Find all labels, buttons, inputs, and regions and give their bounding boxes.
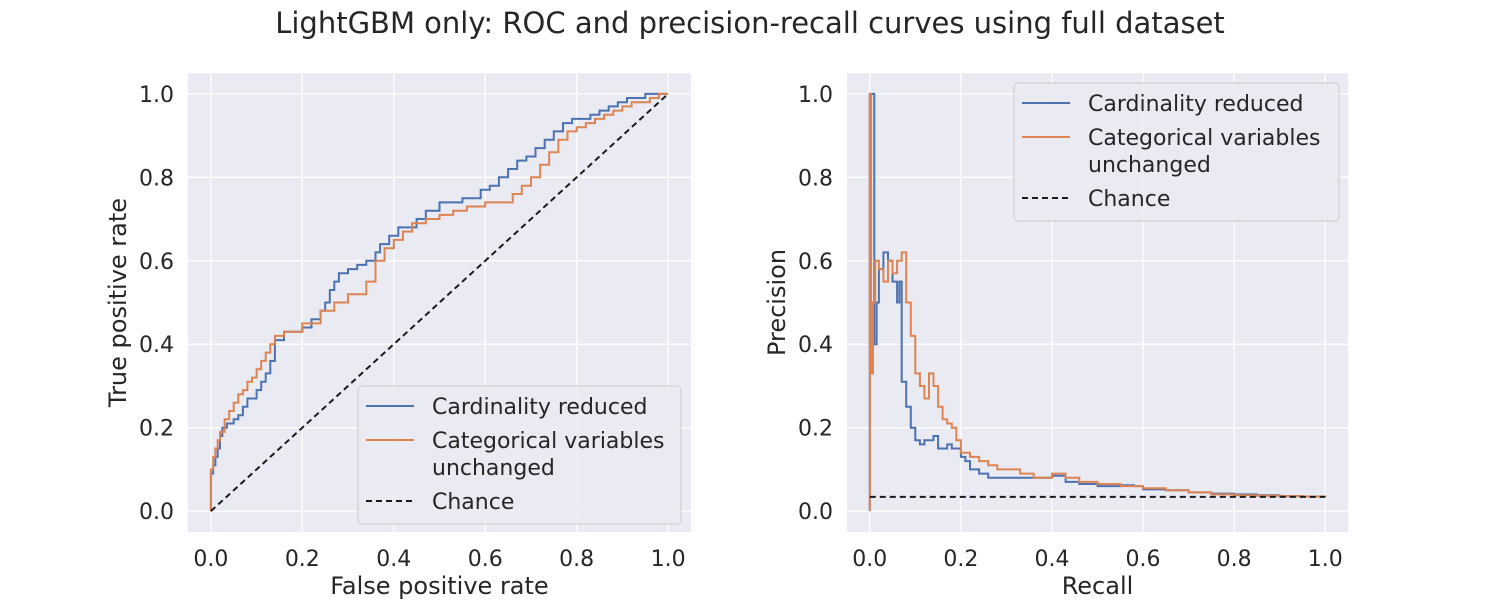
roc-series-line-1 [209,92,669,512]
roc-legend-box [357,385,682,525]
pr-x-tick-label: 0.8 [1217,547,1252,572]
pr-y-tick-label: 0.2 [798,417,833,442]
roc-x-axis-label: False positive rate [330,572,548,600]
roc-y-tick-label: 1.0 [139,83,174,108]
roc-y-tick-label: 0.0 [139,500,174,525]
pr-y-axis-label: Precision [763,249,791,356]
pr-x-tick-label: 0.4 [1034,547,1069,572]
pr-y-tick-label: 1.0 [798,83,833,108]
pr-legend-label: Categorical variables unchanged [1088,126,1320,178]
pr-y-tick-label: 0.4 [798,333,833,358]
pr-legend-label: Cardinality reduced [1088,92,1303,117]
pr-y-tick-label: 0.8 [798,166,833,191]
roc-y-axis-label: True positive rate [104,198,132,408]
pr-panel: 0.0 0.2 0.4 0.6 0.8 1.0 0.0 0.2 0.4 0.6 0.8 1.0 Reca… [763,73,1348,600]
roc-x-tick-label: 0.6 [468,547,503,572]
roc-x-tick-label: 0.4 [376,547,411,572]
pr-x-tick-label: 0.2 [943,547,978,572]
pr-x-tick-label: 0.6 [1126,547,1161,572]
pr-legend-label: Chance [1088,187,1170,212]
roc-x-tick-label: 0.8 [559,547,594,572]
roc-series-line-2 [209,92,669,512]
roc-y-tick-label: 0.4 [139,333,174,358]
roc-legend-label: Chance [432,490,514,515]
roc-legend-label: Categorical variables unchanged [432,429,664,481]
pr-y-tick-label: 0.0 [798,500,833,525]
roc-x-tick-label: 1.0 [651,547,686,572]
pr-legend-box [1013,82,1340,222]
roc-legend-label: Cardinality reduced [432,395,647,420]
pr-x-axis-label: Recall [1062,572,1134,600]
pr-series-line-2 [868,92,1327,512]
pr-x-tick-label: 1.0 [1308,547,1343,572]
pr-y-tick-label: 0.6 [798,250,833,275]
roc-y-tick-label: 0.2 [139,417,174,442]
roc-x-tick-label: 0.2 [285,547,320,572]
roc-y-tick-label: 0.6 [139,250,174,275]
figure-title: LightGBM only: ROC and precision-recall … [275,6,1225,40]
roc-y-tick-label: 0.8 [139,166,174,191]
roc-panel: 0.0 0.2 0.4 0.6 0.8 1.0 0.0 0.2 0.4 0.6 0.8 1.0 Fals… [104,73,691,600]
roc-x-tick-label: 0.0 [193,547,228,572]
roc-chance-line [210,93,669,512]
pr-x-tick-label: 0.0 [852,547,887,572]
